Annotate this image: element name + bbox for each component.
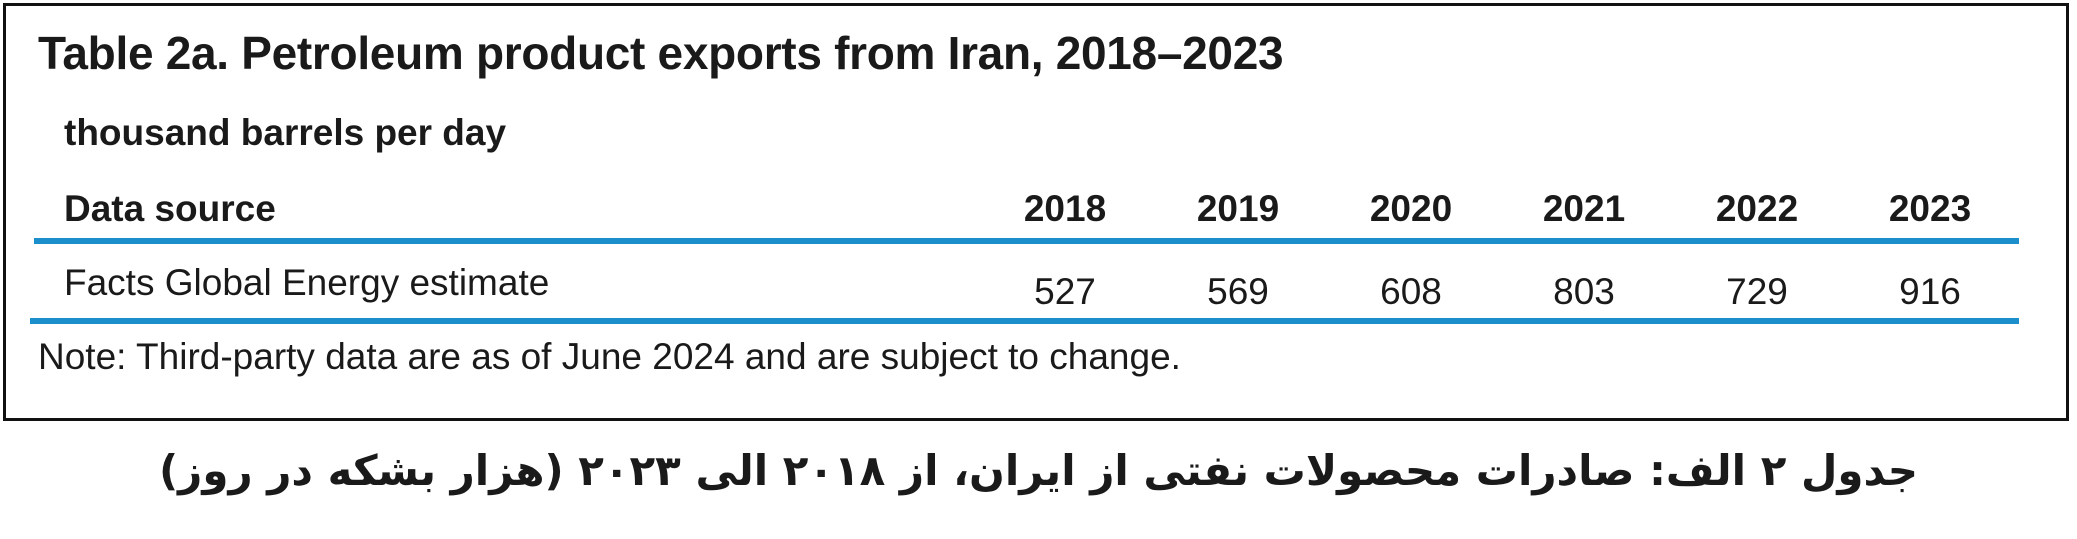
column-header-year: 2018: [1023, 188, 1107, 229]
footer-rule: [30, 318, 2019, 324]
table-cell: 729: [1726, 271, 1788, 312]
table-frame: Table 2a. Petroleum product exports from…: [3, 3, 2069, 421]
table-cell: 608: [1380, 271, 1442, 312]
table-title: Table 2a. Petroleum product exports from…: [38, 27, 1284, 79]
table-cell: 569: [1207, 271, 1269, 312]
table-cell: 916: [1899, 271, 1961, 312]
column-header-data-source: Data source: [64, 188, 276, 229]
column-header-year: 2023: [1888, 188, 1972, 229]
header-rule: [34, 238, 2019, 244]
column-header-year: 2021: [1542, 188, 1626, 229]
table-cell: 803: [1553, 271, 1615, 312]
table-cell: 527: [1034, 271, 1096, 312]
column-header-year: 2022: [1715, 188, 1799, 229]
row-label-facts-global-energy: Facts Global Energy estimate: [64, 262, 550, 303]
column-header-year: 2019: [1196, 188, 1280, 229]
table-units: thousand barrels per day: [64, 112, 507, 153]
table-note: Note: Third-party data are as of June 20…: [38, 336, 1181, 377]
column-header-year: 2020: [1369, 188, 1453, 229]
persian-caption: جدول ۲ الف: صادرات محصولات نفتی از ایران…: [158, 446, 1919, 495]
